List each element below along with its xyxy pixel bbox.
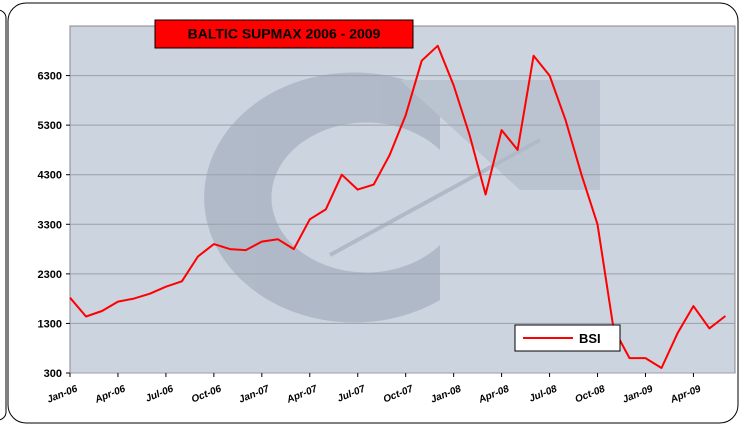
title-box [154, 19, 414, 49]
y-tick-label: 3300 [38, 219, 62, 231]
side-frame [0, 9, 7, 421]
y-tick-label: 6300 [38, 71, 62, 83]
y-tick-label: 5300 [38, 120, 62, 132]
legend-label: BSI [579, 331, 601, 346]
plot-area [69, 25, 736, 374]
y-tick-label: 1300 [38, 318, 62, 330]
y-tick-label: 300 [44, 368, 62, 380]
chart-title: BALTIC SUPMAX 2006 - 2009 [188, 26, 381, 42]
y-tick-label: 2300 [38, 269, 62, 281]
y-tick-label: 4300 [38, 170, 62, 182]
